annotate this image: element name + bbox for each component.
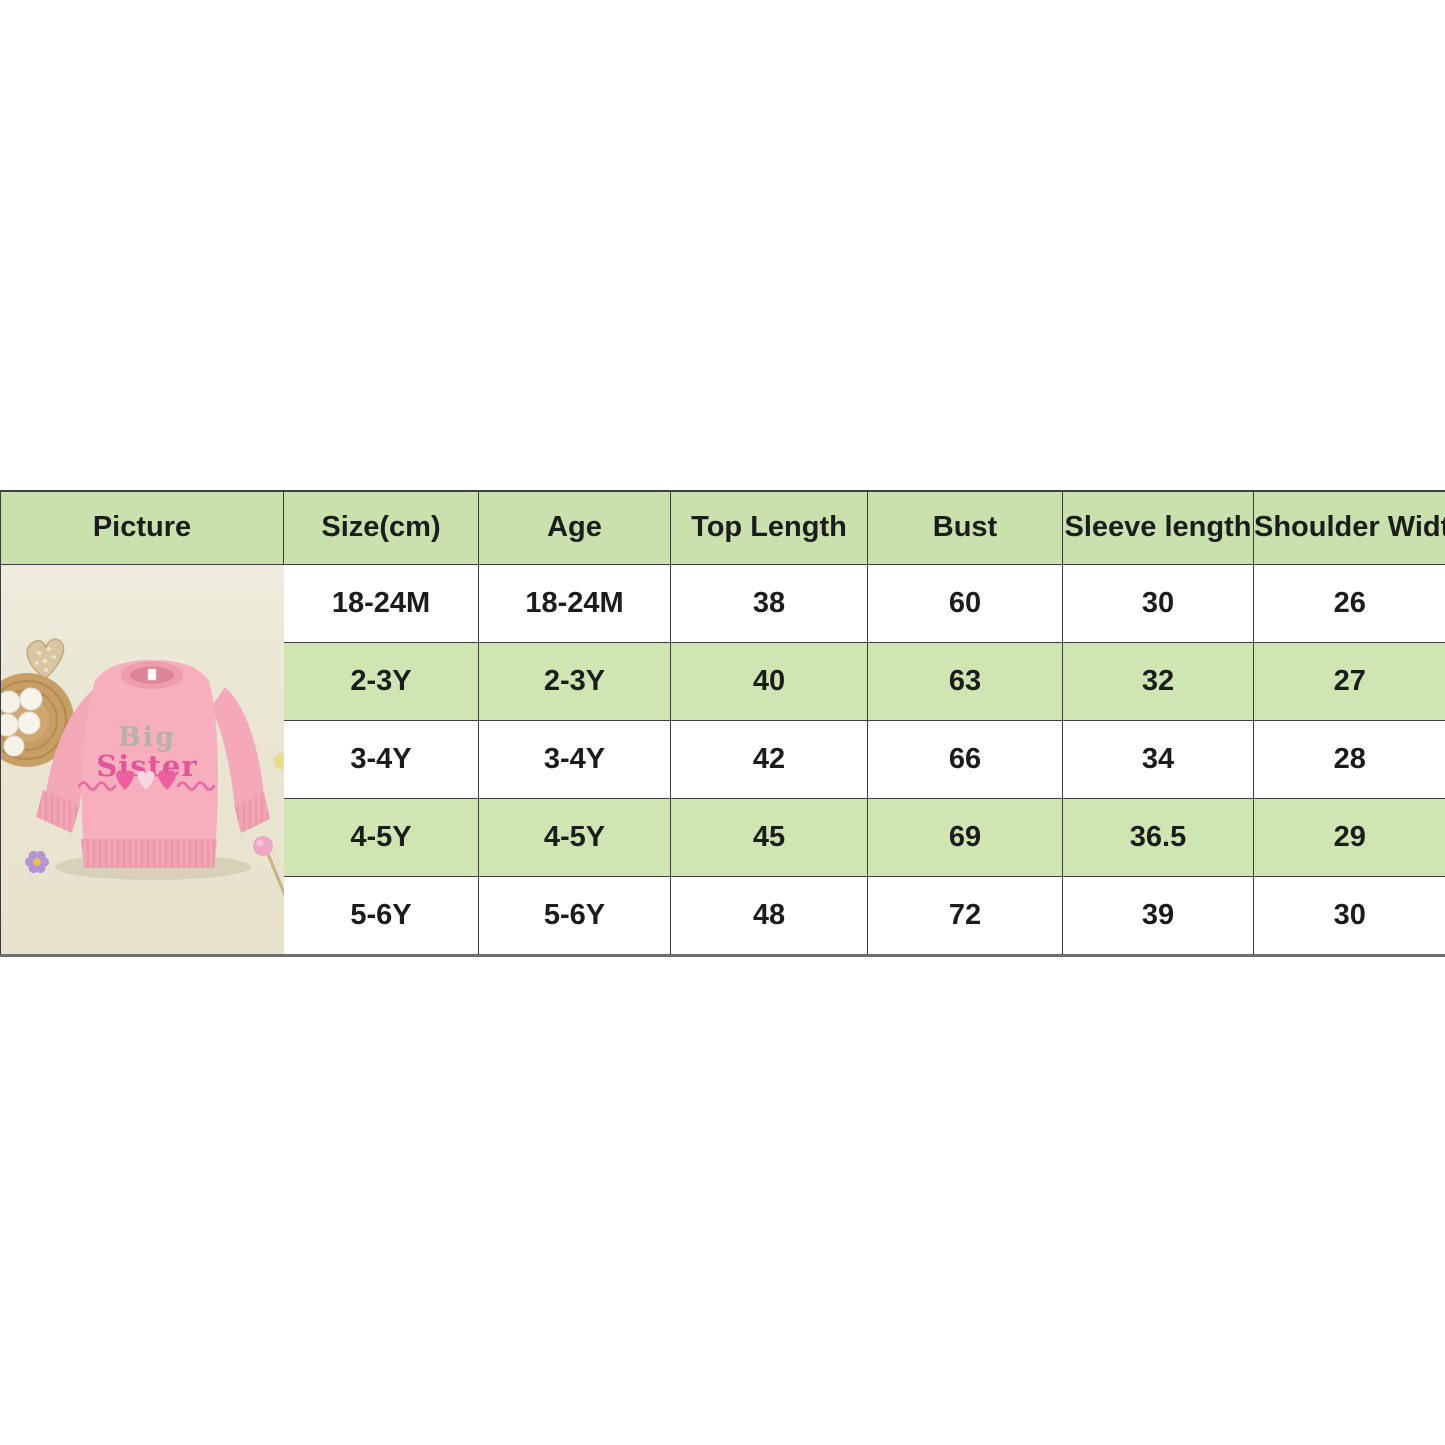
cell-age: 2-3Y [478, 641, 671, 721]
sweatshirt-right-sleeve [211, 686, 264, 809]
cell-shoulder-width: 26 [1253, 563, 1445, 643]
cell-size: 18-24M [283, 563, 479, 643]
neck-tag [147, 668, 157, 680]
table-row: 5-6Y 5-6Y 48 72 39 30 [1, 876, 1445, 956]
cell-top-length: 40 [670, 641, 868, 721]
cell-size: 3-4Y [283, 719, 479, 800]
cell-age: 18-24M [478, 563, 671, 643]
cell-sleeve-length: 30 [1062, 563, 1254, 643]
header-age: Age [478, 490, 671, 565]
cell-top-length: 42 [670, 719, 868, 800]
cell-shoulder-width: 30 [1253, 876, 1445, 956]
sweatshirt-left-cuff [36, 789, 80, 833]
sweatshirt: Big Sister [36, 659, 270, 868]
header-shoulder-width: Shoulder Width [1253, 490, 1445, 565]
cell-shoulder-width: 28 [1253, 719, 1445, 800]
cell-sleeve-length: 39 [1062, 876, 1254, 956]
pink-pompom-stick-icon [253, 835, 284, 897]
table-row: 4-5Y 4-5Y 45 69 36.5 29 [1, 798, 1445, 878]
product-photo: Big Sister [1, 564, 284, 954]
cell-size: 2-3Y [283, 641, 479, 721]
pompom-balls-icon [1, 687, 43, 756]
sweatshirt-hem [81, 838, 217, 868]
cell-size: 5-6Y [283, 876, 479, 956]
print-text-big: Big [118, 722, 176, 753]
sweatshirt-print: Big Sister [77, 722, 216, 791]
rattan-heart-icon [26, 637, 65, 680]
table-row: Big Sister [0, 563, 1445, 956]
cell-age: 4-5Y [478, 798, 671, 878]
sweatshirt-body [81, 659, 218, 839]
cell-top-length: 38 [670, 563, 868, 643]
cell-sleeve-length: 32 [1062, 641, 1254, 721]
header-size-cm: Size(cm) [283, 490, 479, 565]
squiggle-right [176, 780, 216, 791]
sweatshirt-right-cuff [234, 791, 270, 833]
cell-age: 3-4Y [478, 719, 671, 800]
yellow-ball-icon [273, 752, 284, 769]
cell-bust: 63 [867, 641, 1063, 721]
table-row: 2-3Y 2-3Y 40 63 32 27 [1, 641, 1445, 721]
size-chart-table: Picture Size(cm) Age Top Length Bust Sle… [0, 490, 1445, 957]
cell-bust: 60 [867, 563, 1063, 643]
cell-top-length: 48 [670, 876, 868, 956]
cell-bust: 69 [867, 798, 1063, 878]
cell-age: 5-6Y [478, 876, 671, 956]
cell-sleeve-length: 36.5 [1062, 798, 1254, 878]
header-top-length: Top Length [670, 490, 868, 565]
table-row: 3-4Y 3-4Y 42 66 34 28 [1, 719, 1445, 800]
cell-shoulder-width: 27 [1253, 641, 1445, 721]
header-picture: Picture [0, 490, 284, 565]
size-chart: Picture Size(cm) Age Top Length Bust Sle… [0, 490, 1445, 957]
product-photo-cell: Big Sister [0, 563, 284, 956]
cell-size: 4-5Y [283, 798, 479, 878]
cell-shoulder-width: 29 [1253, 798, 1445, 878]
header-bust: Bust [867, 490, 1063, 565]
cell-sleeve-length: 34 [1062, 719, 1254, 800]
cell-bust: 72 [867, 876, 1063, 956]
cell-bust: 66 [867, 719, 1063, 800]
squiggle-left [77, 780, 117, 791]
cell-top-length: 45 [670, 798, 868, 878]
header-sleeve-length: Sleeve length [1062, 490, 1254, 565]
purple-flower-icon [25, 850, 49, 873]
header-row: Picture Size(cm) Age Top Length Bust Sle… [0, 490, 1445, 565]
